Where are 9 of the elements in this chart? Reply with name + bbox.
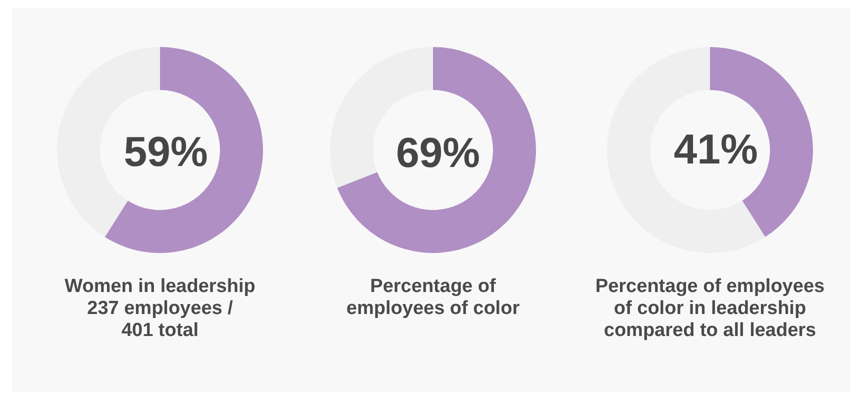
donut-slice — [104, 47, 263, 253]
data-label: 59% — [124, 128, 208, 175]
data-label: 69% — [396, 128, 480, 176]
donut-slice — [337, 47, 536, 253]
data-label: 41% — [674, 126, 758, 173]
text: Percentage of employees of color in leadership compared to all leaders — [595, 276, 825, 341]
donut-slice — [607, 47, 766, 253]
text: Women in leadership 237 employees / 401 total — [64, 276, 256, 341]
text: Percentage of employees of color — [346, 276, 520, 319]
